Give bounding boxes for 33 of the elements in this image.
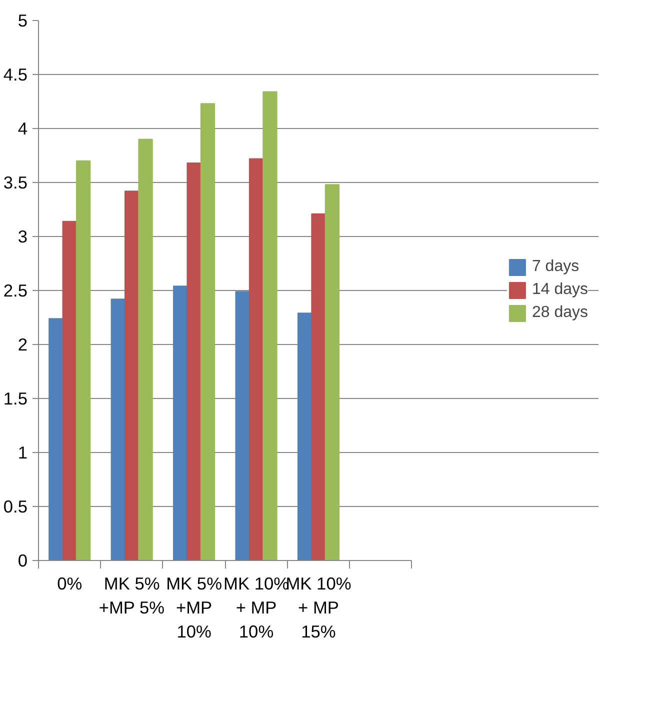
bar bbox=[235, 291, 250, 560]
y-tick-label: 5 bbox=[18, 10, 28, 30]
y-tick-label: 0.5 bbox=[3, 496, 28, 516]
bar bbox=[248, 158, 264, 560]
y-tick-label: 4 bbox=[18, 118, 28, 138]
x-tick-label: MK 5% +MP 5% bbox=[98, 574, 165, 618]
y-tick-label: 3 bbox=[18, 226, 28, 246]
x-tick-label: MK 5% +MP 10% bbox=[166, 574, 222, 642]
bar bbox=[76, 160, 91, 560]
bar bbox=[262, 91, 278, 560]
bar bbox=[297, 312, 312, 560]
bar bbox=[324, 184, 340, 560]
x-tick-label: MK 10% + MP 15% bbox=[286, 574, 352, 642]
bar bbox=[186, 162, 202, 560]
bar bbox=[110, 298, 126, 560]
legend-label: 28 days bbox=[532, 304, 588, 322]
legend-label: 14 days bbox=[532, 281, 588, 299]
y-tick-label: 0 bbox=[18, 550, 28, 570]
y-tick-label: 1.5 bbox=[3, 388, 28, 408]
bar bbox=[200, 103, 216, 560]
bar bbox=[48, 318, 64, 560]
y-tick-label: 2.5 bbox=[3, 280, 28, 300]
legend-label: 7 days bbox=[532, 258, 580, 276]
bar bbox=[124, 190, 140, 560]
y-tick-label: 3.5 bbox=[3, 172, 28, 192]
bar bbox=[173, 286, 188, 560]
bar bbox=[62, 220, 77, 560]
y-tick-label: 1 bbox=[18, 442, 28, 462]
bar bbox=[138, 138, 153, 560]
bar bbox=[311, 213, 326, 560]
x-tick-label: 0% bbox=[57, 574, 82, 594]
y-tick-label: 2 bbox=[18, 334, 28, 354]
y-tick-label: 4.5 bbox=[3, 64, 28, 84]
